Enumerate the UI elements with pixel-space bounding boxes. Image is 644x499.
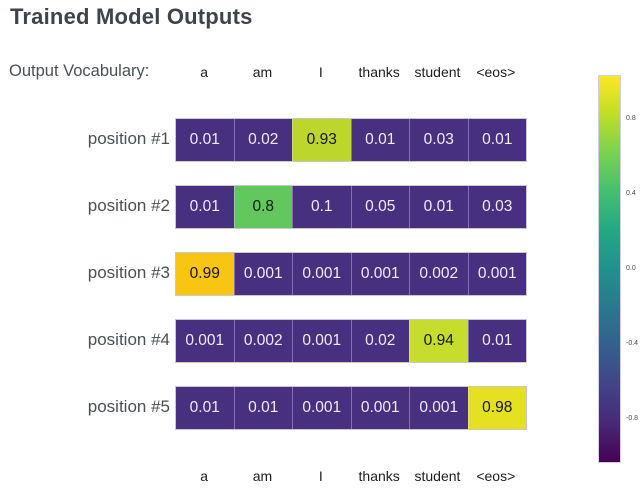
colorbar-tick-neg0_4: -0.4 [626,340,639,347]
cell-pos1-student: 0.03 [409,119,468,161]
cell-pos3-am: 0.001 [233,253,292,295]
cell-pos2-eos: 0.03 [467,186,526,228]
probability-cells-row-4: 0.001 0.002 0.001 0.02 0.94 0.01 [175,319,527,363]
row-label-position-1: position #1 [87,129,170,148]
cell-pos2-student: 0.01 [409,186,468,228]
cell-pos5-thanks: 0.001 [350,387,409,429]
row-label-position-4: position #4 [87,330,170,349]
row-label-position-2: position #2 [87,196,170,215]
probability-row-5: position #5 0.01 0.01 0.001 0.001 0.001 0.98 [0,386,644,430]
cell-pos3-i: 0.001 [292,253,351,295]
cell-pos3-thanks: 0.001 [350,253,409,295]
cell-pos4-i: 0.001 [292,320,351,362]
cell-pos4-eos: 0.01 [467,320,526,362]
cell-pos4-a: 0.001 [176,320,234,362]
vocab-word-a: a [200,64,209,80]
vocab-word-student: student [414,468,461,484]
cell-pos1-thanks: 0.01 [350,119,409,161]
probability-row-3: position #3 0.99 0.001 0.001 0.001 0.002 0.001 [0,252,644,296]
colorbar-tick-0_0: 0.0 [626,265,636,272]
cell-pos3-eos: 0.001 [467,253,526,295]
cell-pos5-i: 0.001 [292,387,351,429]
colorbar-tick-0_4: 0.4 [626,190,636,197]
vocab-word-am: am [252,64,273,80]
colorbar-tick-neg0_8: -0.8 [626,415,639,422]
row-label-position-3: position #3 [87,263,170,282]
probability-cells-row-2: 0.01 0.8 0.1 0.05 0.01 0.03 [175,185,527,229]
cell-pos2-a: 0.01 [176,186,234,228]
cell-pos3-a: 0.99 [176,253,234,295]
cell-pos2-am: 0.8 [233,186,292,228]
cell-pos3-student: 0.002 [409,253,468,295]
probability-row-2: position #2 0.01 0.8 0.1 0.05 0.01 0.03 [0,185,644,229]
cell-pos4-student: 0.94 [409,320,468,362]
vocab-word-student: student [414,64,461,80]
vocab-word-eos: <eos> [476,64,516,80]
probability-cells-row-1: 0.01 0.02 0.93 0.01 0.03 0.01 [175,118,527,162]
cell-pos4-am: 0.002 [233,320,292,362]
probability-row-4: position #4 0.001 0.002 0.001 0.02 0.94 0.01 [0,319,644,363]
vocab-word-i: I [318,468,323,484]
cell-pos2-i: 0.1 [292,186,351,228]
cell-pos1-am: 0.02 [233,119,292,161]
viridis-colorbar [598,75,621,463]
cell-pos5-am: 0.01 [233,387,292,429]
row-label-position-5: position #5 [87,397,170,416]
output-vocabulary-label: Output Vocabulary: [9,62,150,80]
vocab-word-thanks: thanks [358,64,400,80]
cell-pos1-i: 0.93 [292,119,351,161]
vocab-word-thanks: thanks [358,468,400,484]
vocab-word-a: a [200,468,209,484]
cell-pos4-thanks: 0.02 [350,320,409,362]
cell-pos1-a: 0.01 [176,119,234,161]
probability-cells-row-5: 0.01 0.01 0.001 0.001 0.001 0.98 [175,386,527,430]
cell-pos5-a: 0.01 [176,387,234,429]
probability-row-1: position #1 0.01 0.02 0.93 0.01 0.03 0.01 [0,118,644,162]
page-title: Trained Model Outputs [10,4,253,29]
vocab-word-am: am [252,468,273,484]
vocab-word-eos: <eos> [476,468,516,484]
cell-pos2-thanks: 0.05 [350,186,409,228]
cell-pos1-eos: 0.01 [467,119,526,161]
colorbar-tick-0_8: 0.8 [626,115,636,122]
cell-pos5-student: 0.001 [409,387,468,429]
cell-pos5-eos: 0.98 [467,387,526,429]
probability-cells-row-3: 0.99 0.001 0.001 0.001 0.002 0.001 [175,252,527,296]
vocab-word-i: I [318,64,323,80]
